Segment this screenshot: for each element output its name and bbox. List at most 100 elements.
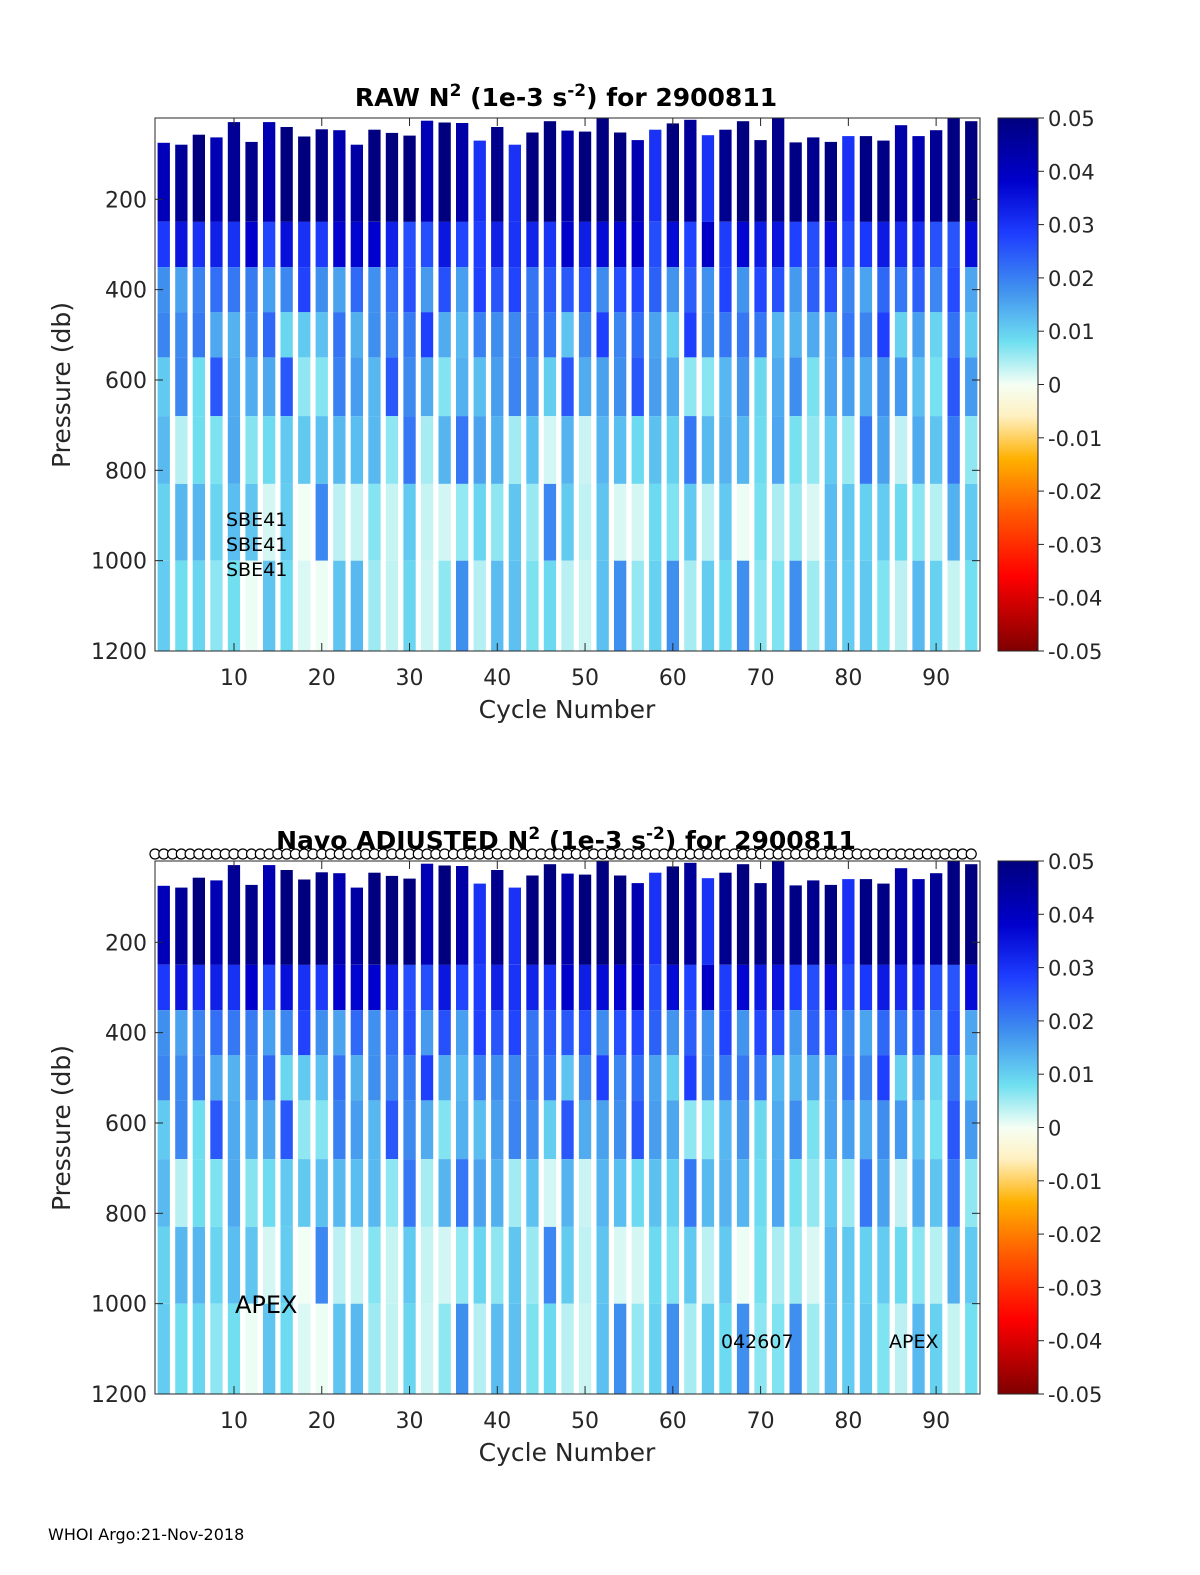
heat-cell (649, 267, 662, 313)
heat-cell (842, 416, 855, 484)
heat-cell (719, 560, 732, 651)
heat-cell (263, 416, 276, 484)
heat-cell (543, 1055, 557, 1101)
heat-cell (578, 964, 592, 1011)
heat-cell (403, 1159, 416, 1227)
x-tick-label: 80 (834, 1409, 862, 1434)
colorbar-adjusted (997, 860, 1039, 1395)
heat-cell (965, 312, 978, 358)
heat-cell (333, 1303, 346, 1394)
heat-cell (842, 1303, 855, 1394)
annotation-apex-1: APEX (235, 1291, 298, 1319)
heat-cell (824, 141, 837, 222)
heat-cell (842, 560, 855, 651)
heat-cell (227, 483, 241, 561)
heat-cell (245, 1303, 258, 1394)
heat-cell (333, 221, 346, 268)
heat-cell (263, 357, 276, 417)
heat-cell (930, 1159, 943, 1227)
heat-cell (175, 1159, 188, 1227)
heat-cell (157, 1055, 170, 1101)
heat-cell (192, 312, 205, 358)
heat-cell (965, 121, 978, 222)
heat-cell (789, 1100, 802, 1160)
heat-cell (631, 312, 644, 358)
heat-cell (614, 1159, 627, 1227)
heat-cell (666, 416, 679, 484)
heat-cell (333, 483, 346, 561)
heat-cell (965, 864, 978, 965)
heat-cell (789, 964, 802, 1011)
heat-cell (807, 267, 820, 313)
heat-cell (385, 964, 399, 1011)
heat-cell (736, 221, 750, 268)
heat-cell (333, 1010, 346, 1056)
heat-cell (807, 964, 820, 1011)
heat-cell (315, 872, 328, 965)
heat-cell (736, 416, 750, 484)
colorbar-tick-label: -0.02 (1048, 1223, 1102, 1247)
heat-cell (859, 483, 873, 561)
heat-cell (298, 1303, 311, 1394)
heat-cell (701, 878, 715, 965)
heat-cell (333, 1159, 346, 1227)
heat-cell (666, 483, 679, 561)
heat-cell (420, 267, 434, 313)
heat-cell (824, 1226, 837, 1304)
heat-cell (438, 1159, 451, 1227)
heat-cell (614, 483, 627, 561)
heat-cell (175, 357, 188, 417)
heat-cell (666, 866, 679, 965)
heat-cell (508, 416, 521, 484)
heat-cell (631, 1055, 644, 1101)
y-tick-label: 1200 (91, 1383, 147, 1408)
heat-cell (385, 560, 399, 651)
heat-cell (561, 221, 574, 268)
heat-cell (456, 267, 469, 313)
x-tick-label: 70 (747, 1409, 775, 1434)
heat-cell (245, 964, 258, 1011)
heat-cell (894, 483, 908, 561)
heat-cell (614, 312, 627, 358)
heat-cell (350, 1010, 363, 1056)
heat-cell (649, 964, 662, 1011)
colorbar-tick-label: -0.03 (1048, 1276, 1102, 1300)
heat-cell (842, 1226, 855, 1304)
heat-cell (736, 483, 750, 561)
heat-cell (315, 1159, 328, 1227)
heat-cell (420, 312, 434, 358)
y-tick-label: 800 (105, 459, 147, 484)
heat-cell (350, 267, 363, 313)
heat-cell (315, 1303, 328, 1394)
heat-cell (456, 416, 469, 484)
heat-cell (877, 1303, 890, 1394)
heat-cell (719, 1100, 732, 1160)
heat-cell (350, 144, 363, 222)
x-ticks-adjusted: 10 20 30 40 50 60 70 80 90 (220, 861, 950, 1434)
heat-cell (561, 1226, 574, 1304)
heat-cell (947, 1010, 960, 1056)
x-ticks-raw: 10 20 30 40 50 60 70 80 90 (220, 118, 950, 691)
heat-cell (965, 1303, 978, 1394)
heat-cell (684, 483, 697, 561)
heat-cell (175, 964, 188, 1011)
heat-cell (772, 357, 785, 417)
qc-marker (965, 848, 977, 860)
heat-cell (403, 1100, 416, 1160)
heat-cell (930, 964, 943, 1011)
heat-cell (210, 1100, 223, 1160)
heat-cell (947, 1100, 960, 1160)
heat-cell (631, 1226, 644, 1304)
heat-cell (420, 357, 434, 417)
heat-cell (385, 1100, 399, 1160)
heat-cell (473, 964, 486, 1011)
heat-cell (578, 1100, 592, 1160)
heat-cell (824, 483, 837, 561)
heat-cell (754, 1055, 767, 1101)
heat-cell (298, 267, 311, 313)
heat-cell (807, 1159, 820, 1227)
heat-cell (684, 1055, 697, 1101)
heat-cell (824, 357, 837, 417)
y-ticks-adjusted: 200 400 600 800 1000 1200 (91, 931, 980, 1408)
y-tick-label: 600 (105, 1112, 147, 1137)
